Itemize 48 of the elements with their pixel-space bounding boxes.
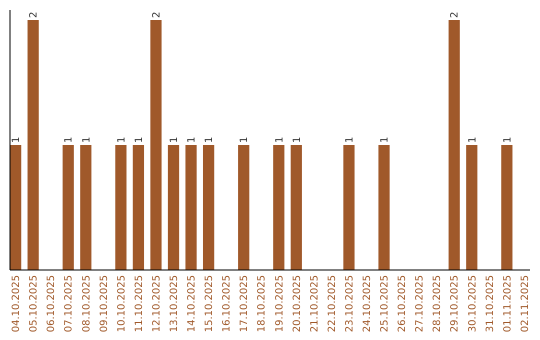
x-tick-label: 08.10.2025 xyxy=(81,275,92,332)
data-label: 1 xyxy=(292,136,303,143)
x-tick-label: 07.10.2025 xyxy=(64,275,75,332)
data-label: 1 xyxy=(81,136,92,143)
x-tick-label: 30.10.2025 xyxy=(467,275,478,332)
data-label: 2 xyxy=(151,12,162,18)
x-tick-label: 13.10.2025 xyxy=(169,275,180,332)
data-label: 1 xyxy=(134,136,145,143)
data-label: 1 xyxy=(204,136,216,143)
x-tick-label: 05.10.2025 xyxy=(28,275,40,332)
x-tick-label: 16.10.2025 xyxy=(222,275,233,332)
data-label: 1 xyxy=(502,136,514,143)
x-tick-label: 27.10.2025 xyxy=(414,275,426,332)
data-label: 1 xyxy=(116,136,128,143)
x-tick-label: 17.10.2025 xyxy=(239,275,250,332)
x-tick-label: 10.10.2025 xyxy=(116,275,128,332)
x-tick-label: 15.10.2025 xyxy=(204,275,216,332)
x-tick-label: 28.10.2025 xyxy=(432,275,444,332)
data-label: 1 xyxy=(344,136,356,143)
data-label: 1 xyxy=(380,136,391,143)
x-tick-label: 26.10.2025 xyxy=(397,275,408,332)
data-label: 2 xyxy=(28,12,40,18)
x-tick-label: 21.10.2025 xyxy=(309,275,320,332)
x-tick-label: 06.10.2025 xyxy=(46,275,58,332)
data-label: 1 xyxy=(239,136,250,143)
data-label: 1 xyxy=(11,136,22,143)
x-tick-label: 18.10.2025 xyxy=(256,275,268,332)
data-label: 2 xyxy=(450,12,461,18)
x-tick-label: 14.10.2025 xyxy=(186,275,198,332)
x-tick-label: 24.10.2025 xyxy=(362,275,373,332)
x-tick-label: 29.10.2025 xyxy=(450,275,461,332)
x-tick-label: 23.10.2025 xyxy=(344,275,356,332)
x-tick-label: 20.10.2025 xyxy=(292,275,303,332)
x-tick-label: 12.10.2025 xyxy=(151,275,162,332)
data-label: 1 xyxy=(274,136,286,143)
x-tick-label: 01.11.2025 xyxy=(502,275,514,332)
data-label: 1 xyxy=(169,136,180,143)
x-tick-label: 31.10.2025 xyxy=(484,275,496,332)
x-tick-label: 11.10.2025 xyxy=(134,275,145,332)
x-tick-label: 04.10.2025 xyxy=(11,275,22,332)
x-tick-label: 19.10.2025 xyxy=(274,275,286,332)
x-tick-label: 02.11.2025 xyxy=(520,275,531,332)
x-tick-label: 09.10.2025 xyxy=(98,275,110,332)
data-label: 1 xyxy=(467,136,478,143)
data-label: 1 xyxy=(186,136,198,143)
x-tick-label: 22.10.2025 xyxy=(326,275,338,332)
data-label: 1 xyxy=(64,136,75,143)
x-tick-label: 25.10.2025 xyxy=(380,275,391,332)
